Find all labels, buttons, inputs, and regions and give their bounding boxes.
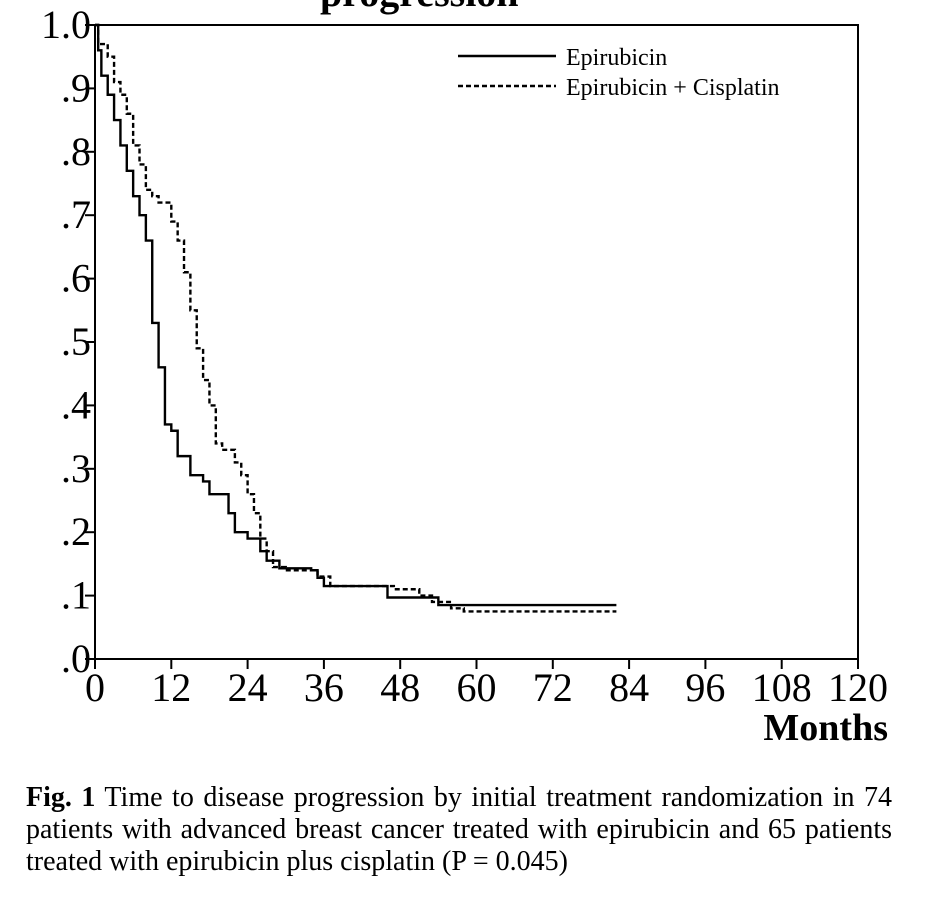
y-tick-label: .8	[61, 129, 91, 174]
y-tick-label: .3	[61, 446, 91, 491]
y-tick-label: .9	[61, 65, 91, 110]
x-tick-label: 0	[85, 665, 105, 710]
km-chart: progression .0 .1 .2 .3 .4 .5 .6 .7 .8 .9 1.0 0 12 2…	[41, 0, 888, 749]
y-tick-label: .6	[61, 256, 91, 301]
x-tick-label: 96	[685, 665, 725, 710]
x-tick-label: 24	[228, 665, 268, 710]
series-line-epirubicin-cisplatin	[95, 23, 617, 613]
caption-label: Fig. 1	[26, 782, 96, 813]
y-tick-label: .4	[61, 382, 91, 427]
y-tick-label: .5	[61, 319, 91, 364]
x-tick-label: 72	[533, 665, 573, 710]
y-tick-label: .0	[61, 636, 91, 681]
y-axis: .0 .1 .2 .3 .4 .5 .6 .7 .8 .9 1.0	[41, 2, 95, 681]
series-lines	[95, 23, 617, 613]
x-tick-label: 120	[828, 665, 888, 710]
legend: Epirubicin Epirubicin + Cisplatin	[458, 45, 780, 101]
x-tick-label: 48	[380, 665, 420, 710]
x-tick-label: 108	[752, 665, 812, 710]
legend-label: Epirubicin	[566, 45, 667, 71]
caption-text: Time to disease progression by initial t…	[26, 782, 892, 877]
figure-caption: Fig. 1 Time to disease progression by in…	[26, 782, 892, 878]
y-tick-label: .7	[61, 192, 91, 237]
plot-frame	[94, 24, 859, 660]
top-partial-text: progression	[320, 0, 519, 15]
x-tick-label: 84	[609, 665, 649, 710]
y-tick-label: 1.0	[41, 2, 91, 47]
x-axis-title: Months	[763, 707, 888, 749]
legend-label: Epirubicin + Cisplatin	[566, 75, 780, 101]
x-tick-label: 60	[457, 665, 497, 710]
x-tick-label: 12	[151, 665, 191, 710]
x-tick-label: 36	[304, 665, 344, 710]
y-tick-label: .1	[61, 573, 91, 618]
x-axis: 0 12 24 36 48 60 72 84 96 108 120	[85, 659, 888, 710]
y-tick-label: .2	[61, 509, 91, 554]
series-line-epirubicin	[95, 23, 617, 607]
